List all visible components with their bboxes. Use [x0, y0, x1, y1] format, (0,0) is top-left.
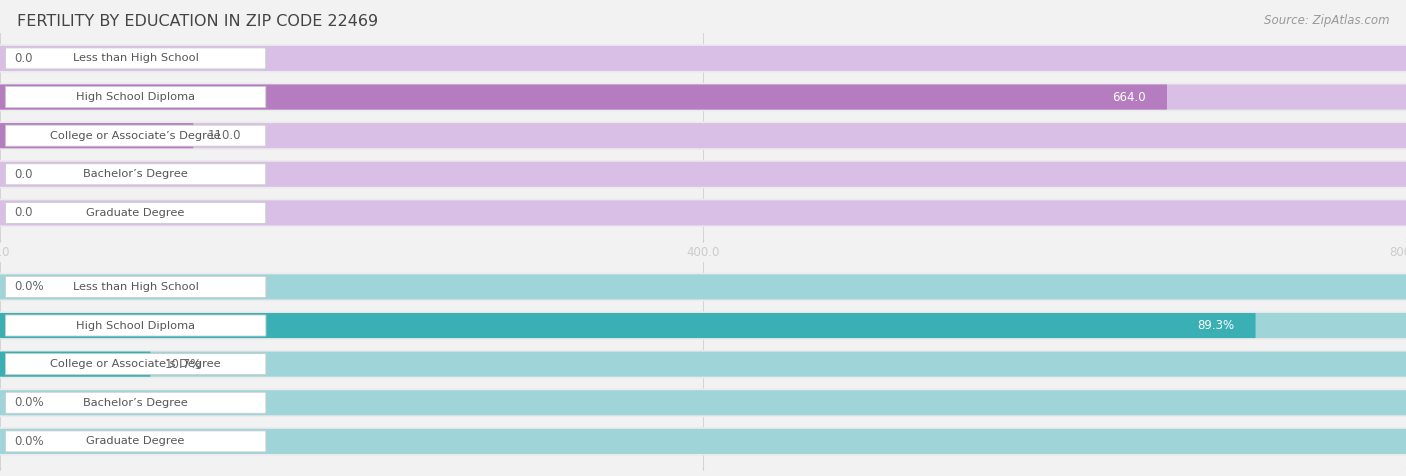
Text: 89.3%: 89.3% [1198, 319, 1234, 332]
FancyBboxPatch shape [0, 352, 150, 377]
FancyBboxPatch shape [6, 87, 266, 108]
Text: Graduate Degree: Graduate Degree [87, 436, 184, 446]
FancyBboxPatch shape [0, 123, 1406, 148]
Text: High School Diploma: High School Diploma [76, 92, 195, 102]
FancyBboxPatch shape [0, 198, 1406, 227]
FancyBboxPatch shape [0, 429, 1406, 454]
Text: 0.0: 0.0 [14, 168, 32, 181]
Text: 0.0%: 0.0% [14, 396, 44, 409]
FancyBboxPatch shape [6, 125, 266, 146]
FancyBboxPatch shape [0, 44, 1406, 73]
FancyBboxPatch shape [6, 315, 266, 336]
FancyBboxPatch shape [0, 85, 1406, 109]
FancyBboxPatch shape [0, 388, 1406, 417]
FancyBboxPatch shape [0, 160, 1406, 188]
FancyBboxPatch shape [0, 200, 1406, 226]
Text: Less than High School: Less than High School [73, 282, 198, 292]
Text: FERTILITY BY EDUCATION IN ZIP CODE 22469: FERTILITY BY EDUCATION IN ZIP CODE 22469 [17, 14, 378, 30]
Text: 10.7%: 10.7% [165, 357, 201, 371]
FancyBboxPatch shape [6, 277, 266, 298]
Text: High School Diploma: High School Diploma [76, 320, 195, 330]
FancyBboxPatch shape [6, 392, 266, 413]
FancyBboxPatch shape [0, 350, 1406, 378]
FancyBboxPatch shape [0, 311, 1406, 340]
FancyBboxPatch shape [0, 123, 194, 148]
FancyBboxPatch shape [0, 162, 1406, 187]
FancyBboxPatch shape [0, 274, 1406, 299]
FancyBboxPatch shape [0, 85, 1167, 109]
FancyBboxPatch shape [0, 83, 1406, 111]
FancyBboxPatch shape [0, 352, 1406, 377]
FancyBboxPatch shape [6, 202, 266, 223]
Text: 0.0%: 0.0% [14, 435, 44, 448]
FancyBboxPatch shape [0, 390, 1406, 415]
FancyBboxPatch shape [6, 431, 266, 452]
Text: 0.0: 0.0 [14, 207, 32, 219]
Text: 0.0%: 0.0% [14, 280, 44, 293]
Text: 110.0: 110.0 [208, 129, 240, 142]
Text: College or Associate’s Degree: College or Associate’s Degree [51, 130, 221, 141]
FancyBboxPatch shape [6, 164, 266, 185]
FancyBboxPatch shape [0, 313, 1256, 338]
Text: 0.0: 0.0 [14, 52, 32, 65]
Text: Less than High School: Less than High School [73, 53, 198, 63]
FancyBboxPatch shape [6, 48, 266, 69]
Text: Graduate Degree: Graduate Degree [87, 208, 184, 218]
Text: Bachelor’s Degree: Bachelor’s Degree [83, 169, 188, 179]
Text: Bachelor’s Degree: Bachelor’s Degree [83, 398, 188, 408]
Text: College or Associate’s Degree: College or Associate’s Degree [51, 359, 221, 369]
FancyBboxPatch shape [0, 121, 1406, 150]
FancyBboxPatch shape [0, 427, 1406, 456]
Text: Source: ZipAtlas.com: Source: ZipAtlas.com [1264, 14, 1389, 27]
FancyBboxPatch shape [6, 354, 266, 375]
FancyBboxPatch shape [0, 46, 1406, 71]
FancyBboxPatch shape [0, 313, 1406, 338]
FancyBboxPatch shape [0, 273, 1406, 301]
Text: 664.0: 664.0 [1112, 90, 1146, 104]
